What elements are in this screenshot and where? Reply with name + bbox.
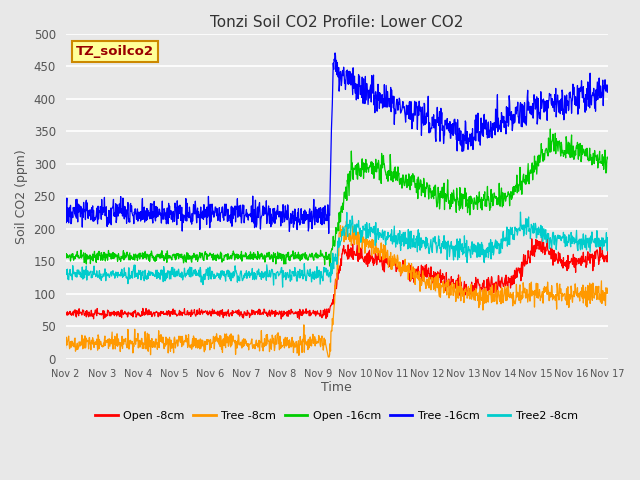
Title: Tonzi Soil CO2 Profile: Lower CO2: Tonzi Soil CO2 Profile: Lower CO2 — [210, 15, 463, 30]
Y-axis label: Soil CO2 (ppm): Soil CO2 (ppm) — [15, 149, 28, 244]
Legend: Open -8cm, Tree -8cm, Open -16cm, Tree -16cm, Tree2 -8cm: Open -8cm, Tree -8cm, Open -16cm, Tree -… — [91, 407, 582, 426]
Text: TZ_soilco2: TZ_soilco2 — [76, 45, 154, 58]
X-axis label: Time: Time — [321, 382, 352, 395]
